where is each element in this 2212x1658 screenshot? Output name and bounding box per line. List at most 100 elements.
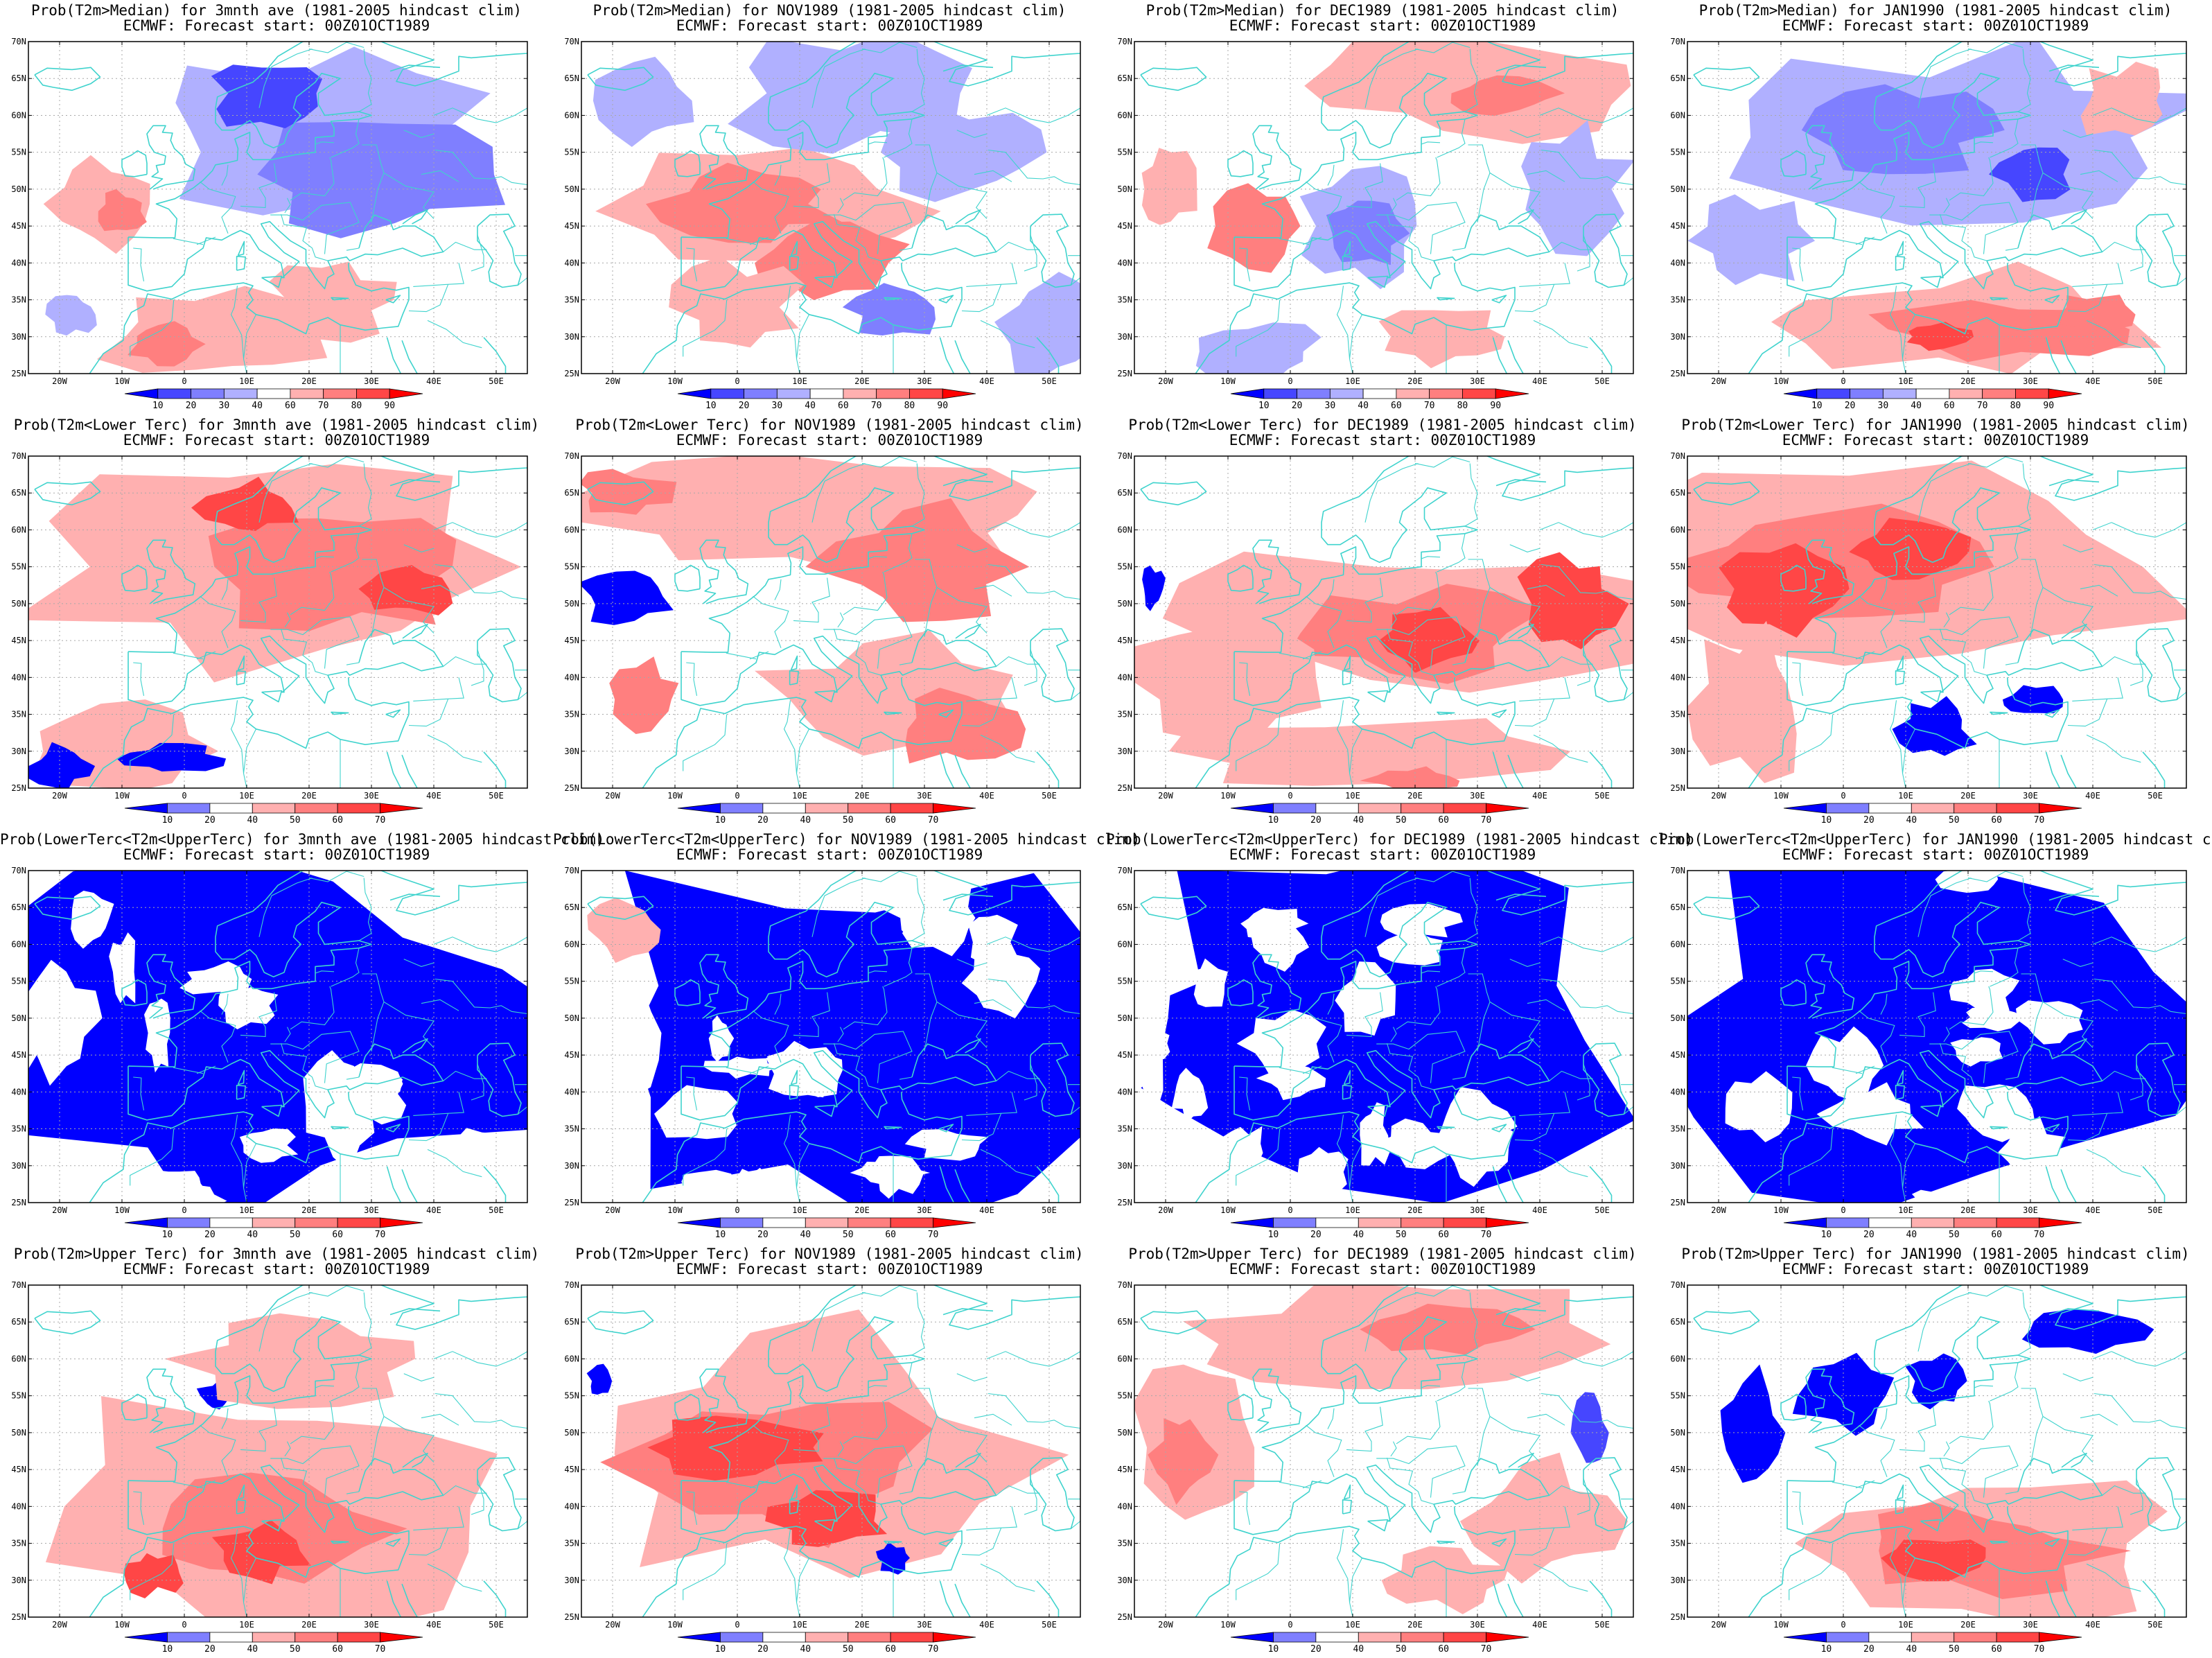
colorbar-label: 20 [1845, 401, 1856, 411]
gridlines [28, 456, 527, 788]
probability-patch [1687, 620, 1797, 783]
lon-tick-label: 40E [979, 376, 994, 386]
colorbar-label: 30 [219, 401, 230, 411]
colorbar: 10 20 40 50 60 70 [1783, 803, 2082, 826]
colorbar-label: 60 [885, 1644, 896, 1655]
lon-tick-label: 0 [1288, 1205, 1292, 1215]
lat-tick-label: 45N [564, 636, 579, 645]
lon-tick-label: 50E [2148, 791, 2163, 801]
map-panel: Prob(T2m>Median) for NOV1989 (1981-2005 … [553, 0, 1106, 414]
probability-patch [581, 469, 677, 515]
probability-patch [2002, 685, 2064, 714]
colorbar-label: 80 [2010, 401, 2021, 411]
country-borders [130, 1285, 527, 1617]
colorbar-swatch [380, 803, 423, 814]
colorbar-swatch [1230, 388, 1265, 399]
lon-tick-label: 30E [2023, 1205, 2038, 1215]
colorbar-label: 20 [186, 401, 197, 411]
colorbar-swatch [1429, 388, 1463, 399]
lat-tick-label: 50N [11, 184, 26, 194]
probability-patch [1849, 518, 1972, 580]
lon-tick-label: 10E [1345, 1205, 1360, 1215]
colorbar-label: 20 [1310, 1644, 1322, 1655]
colorbar-swatch [890, 1217, 933, 1228]
probability-patch [1687, 871, 2186, 1203]
lon-tick-label: 30E [1470, 1620, 1485, 1630]
colorbar-swatch [256, 388, 291, 399]
probability-patch [1935, 871, 1999, 893]
lat-tick-label: 30N [1670, 747, 1685, 756]
colorbar-swatch [848, 1632, 891, 1643]
lon-tick-label: 0 [735, 1205, 739, 1215]
colorbar-swatch [1230, 1217, 1274, 1228]
probability-patch [805, 498, 1030, 622]
probability-patch [128, 321, 206, 367]
panel-subtitle: ECMWF: Forecast start: 00Z01OCT1989 [123, 1261, 430, 1277]
lon-tick-label: 10W [1773, 1205, 1789, 1215]
colorbar-swatch [323, 388, 357, 399]
lat-tick-label: 60N [1117, 110, 1132, 120]
colorbar-swatch [1315, 1217, 1359, 1228]
probability-patch [1220, 1126, 1263, 1184]
colorbar-swatch [2039, 803, 2082, 814]
probability-shading [28, 42, 527, 374]
lat-tick-label: 50N [1117, 599, 1132, 609]
colorbar-swatch [1443, 1217, 1486, 1228]
lat-tick-label: 70N [1670, 37, 1685, 46]
map-plot: 70N 65N 60N 55N 50N 45N 40N 35N 30N 25N 20W 10W 0 10E… [1117, 37, 1634, 411]
country-borders [683, 871, 1080, 1203]
lat-tick-label: 30N [11, 332, 26, 342]
colorbar: 10 20 40 50 60 70 [124, 803, 423, 826]
colorbar-label: 60 [1991, 1644, 2002, 1655]
lat-tick-label: 50N [564, 1013, 579, 1023]
lat-tick-label: 65N [564, 488, 579, 498]
colorbar-label: 40 [800, 815, 811, 826]
lat-tick-label: 25N [1670, 783, 1685, 793]
gridlines [28, 1285, 527, 1617]
lat-tick-label: 70N [1117, 866, 1132, 875]
lon-tick-label: 0 [182, 376, 186, 386]
lon-tick-label: 20E [1960, 376, 1976, 386]
colorbar-label: 60 [838, 401, 849, 411]
lon-tick-label: 10E [792, 791, 807, 801]
lat-tick-label: 40N [1117, 1501, 1132, 1511]
lat-tick-label: 40N [1670, 672, 1685, 682]
colorbar-swatch [1297, 388, 1331, 399]
lon-tick-label: 10E [1898, 1205, 1913, 1215]
lat-tick-label: 35N [1117, 1124, 1132, 1134]
lat-tick-label: 70N [1670, 451, 1685, 461]
panel-subtitle: ECMWF: Forecast start: 00Z01OCT1989 [1782, 846, 2089, 863]
panel-subtitle: ECMWF: Forecast start: 00Z01OCT1989 [123, 846, 430, 863]
colorbar-label: 50 [1396, 1644, 1407, 1655]
probability-patch [28, 959, 103, 1086]
colorbar: 10 20 40 50 60 70 [124, 1632, 423, 1655]
probability-patch [1195, 322, 1322, 374]
colorbar-label: 70 [1481, 1230, 1492, 1240]
lon-tick-label: 40E [1532, 376, 1547, 386]
panel-title: Prob(T2m>Median) for DEC1989 (1981-2005 … [1146, 2, 1620, 19]
lat-tick-label: 40N [564, 1087, 579, 1097]
lat-tick-label: 65N [564, 1317, 579, 1327]
lon-tick-label: 40E [2085, 1620, 2100, 1630]
probability-patch [1962, 1005, 2025, 1031]
probability-patch [708, 1015, 735, 1062]
probability-patch [1570, 1392, 1609, 1463]
colorbar-label: 40 [1353, 815, 1364, 826]
probability-patch [703, 1056, 782, 1079]
gridlines [1687, 456, 2186, 788]
colorbar-swatch [843, 388, 877, 399]
lon-tick-label: 20W [605, 1205, 620, 1215]
colorbar-label: 60 [285, 401, 296, 411]
panel-title: Prob(T2m<Lower Terc) for 3mnth ave (1981… [13, 417, 540, 433]
map-frame [28, 41, 528, 374]
lon-tick-label: 20W [1158, 791, 1173, 801]
colorbar-swatch [124, 1217, 168, 1228]
coastlines [587, 871, 1080, 1203]
colorbar-swatch [1783, 388, 1818, 399]
panel-title: Prob(T2m>Upper Terc) for 3mnth ave (1981… [13, 1246, 540, 1262]
colorbar-label: 20 [1863, 1644, 1875, 1655]
lon-tick-label: 10E [1898, 1620, 1913, 1630]
map-plot: 70N 65N 60N 55N 50N 45N 40N 35N 30N 25N 20W 10W 0 10E… [564, 451, 1081, 826]
panel-subtitle: ECMWF: Forecast start: 00Z01OCT1989 [1229, 1261, 1536, 1277]
map-panel: Prob(LowerTerc<T2m<UpperTerc) for JAN199… [1659, 829, 2212, 1244]
